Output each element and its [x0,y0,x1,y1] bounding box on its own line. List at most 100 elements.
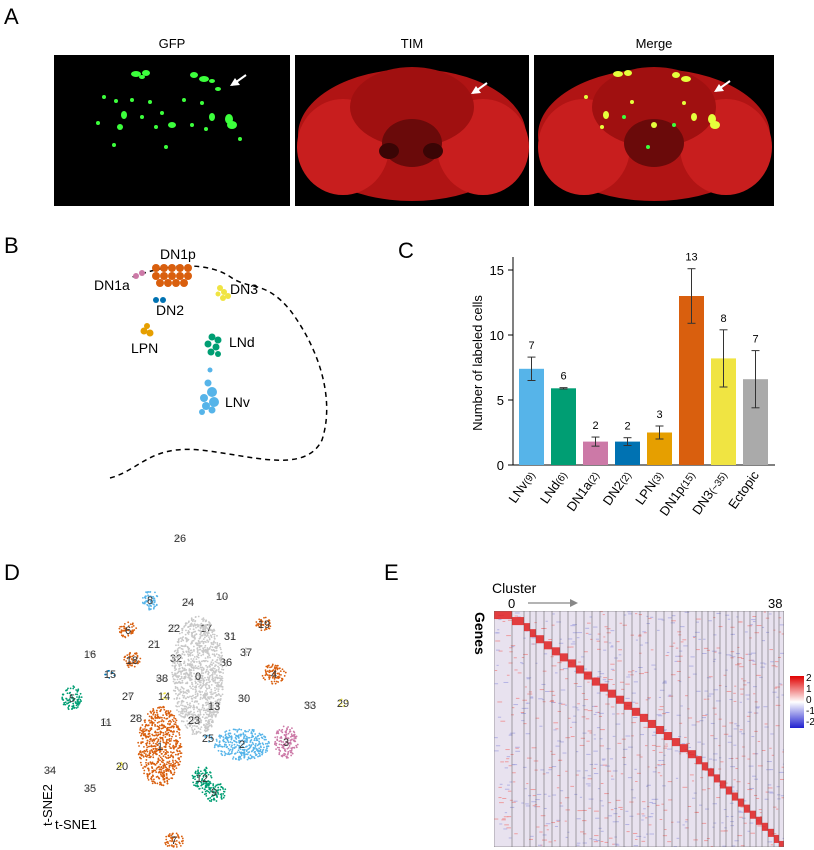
cluster-33-points [304,701,315,709]
heatmap-cell [641,813,645,815]
heatmap-cell [609,758,614,760]
heatmap-cell [579,744,585,746]
heatmap-cell [676,837,680,839]
heatmap-cell [658,760,662,762]
heatmap-cell [532,643,535,645]
heatmap-cell [561,703,566,705]
heatmap-block [738,798,744,807]
heatmap-cell [680,641,684,643]
heatmap-cell [515,697,520,699]
heatmap-cell [635,702,639,704]
cluster-18-points [123,651,142,669]
heatmap-cell [613,813,618,815]
scale-label-neg1: -1 [806,706,814,717]
heatmap-cell [690,656,695,658]
dn3-cells [215,285,231,301]
heatmap-cell [771,754,774,756]
heatmap-cell [696,621,699,623]
heatmap-cell [780,795,784,797]
heatmap-cell [662,681,667,683]
heatmap-cell [572,641,576,643]
heatmap-cell [736,781,741,783]
scale-label-1: 1 [806,684,812,695]
heatmap-cell [503,681,509,683]
heatmap-cell [523,653,528,655]
cluster-label-28: 28 [130,713,142,725]
heatmap-cell [495,745,501,747]
heatmap-cell [607,770,612,772]
heatmap-cell [669,645,674,647]
heatmap-cell [521,802,525,804]
heatmap-cell [629,815,634,817]
heatmap-cell [772,691,777,693]
heatmap-block [536,635,544,644]
gene-heatmap [494,611,784,847]
heatmap-cell [652,771,657,773]
heatmap-cell [774,687,778,689]
heatmap-cell [747,720,750,722]
heatmap-cell [732,656,736,658]
heatmap-cell [565,836,568,838]
heatmap-cell [601,758,606,760]
heatmap-cell [508,765,512,767]
heatmap-cell [570,736,575,738]
heatmap-cell [524,788,527,790]
heatmap-cell [610,663,615,665]
heatmap-cell [520,662,523,664]
heatmap-cell [663,745,668,747]
heatmap-cell [528,691,532,693]
heatmap-cell [727,735,733,737]
heatmap-cell [525,805,530,807]
heatmap-cell [599,745,604,747]
heatmap-cell [681,743,686,745]
cluster-35-points [85,784,96,792]
heatmap-cell [605,765,610,767]
heatmap-cell [729,655,733,657]
heatmap-cell [582,809,587,811]
heatmap-cell [673,846,677,847]
cluster-label-22: 22 [168,623,180,635]
heatmap-cell [650,616,654,618]
heatmap-cell [497,716,502,718]
cluster-10-points [216,594,228,600]
cluster-arrow [528,599,578,607]
heatmap-cell [559,638,562,640]
heatmap-cell [577,686,582,688]
heatmap-cell [752,621,756,623]
heatmap-cell [756,625,762,627]
heatmap-cell [618,649,623,651]
heatmap-cell [747,830,751,832]
heatmap-cell [655,798,659,800]
heatmap-cell [545,772,550,774]
heatmap-cell [663,754,666,756]
heatmap-cell [659,706,664,708]
heatmap-cell [570,625,576,627]
heatmap-cell [730,651,735,653]
heatmap-block [744,804,750,813]
heatmap-cell [702,715,707,717]
heatmap-cell [582,842,587,844]
heatmap-cell [507,816,512,818]
heatmap-cell [594,705,598,707]
heatmap-cell [714,651,717,653]
heatmap-cell [575,774,579,776]
heatmap-cell [736,790,739,792]
cluster-34-points [45,766,55,774]
heatmap-cell [601,805,604,807]
heatmap-cell [653,731,657,733]
heatmap-cell [577,810,583,812]
heatmap-cell [555,745,560,747]
heatmap-cell [625,735,631,737]
heatmap-cell [587,730,592,732]
heatmap-cell [617,816,621,818]
heatmap-cell [694,754,699,756]
heatmap-cell [749,787,755,789]
heatmap-cell [499,823,503,825]
heatmap-cell [544,807,547,809]
heatmap-cell [760,666,765,668]
heatmap-cell [517,616,521,618]
heatmap-cell [598,715,603,717]
heatmap-cell [726,690,732,692]
cluster-7-points [164,832,184,848]
heatmap-cell [603,649,607,651]
